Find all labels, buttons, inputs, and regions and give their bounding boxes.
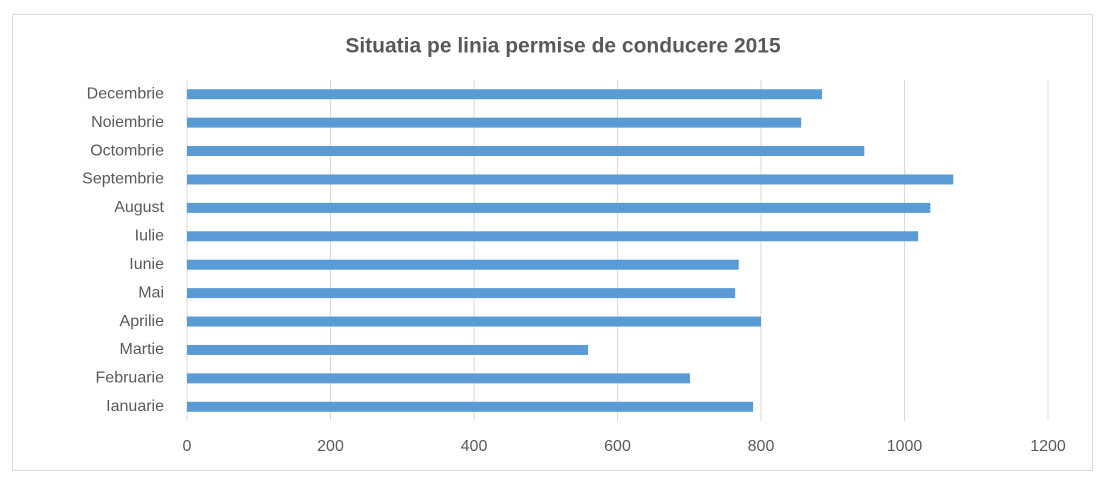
bar bbox=[187, 89, 822, 100]
x-tick-label: 0 bbox=[183, 438, 192, 455]
bar bbox=[187, 231, 919, 242]
y-tick-label: Octombrie bbox=[90, 142, 164, 159]
chart-title: Situatia pe linia permise de conducere 2… bbox=[345, 35, 781, 58]
y-tick-label: Aprilie bbox=[120, 313, 165, 330]
bar bbox=[187, 344, 589, 355]
y-tick-label: Iulie bbox=[135, 228, 164, 245]
y-tick-label: Mai bbox=[138, 284, 164, 301]
bar bbox=[187, 146, 865, 157]
x-tick-label: 400 bbox=[461, 438, 488, 455]
y-tick-label: Septembrie bbox=[82, 171, 164, 188]
x-tick-label: 600 bbox=[604, 438, 631, 455]
bar bbox=[187, 288, 736, 299]
bar bbox=[187, 259, 739, 270]
x-tick-label: 1200 bbox=[1030, 438, 1066, 455]
bar bbox=[187, 202, 931, 213]
bar bbox=[187, 373, 690, 384]
y-tick-label: Ianuarie bbox=[106, 398, 164, 415]
bar bbox=[187, 316, 761, 327]
y-tick-label: Noiembrie bbox=[91, 114, 164, 131]
y-tick-label: August bbox=[114, 199, 164, 216]
y-tick-label: Iunie bbox=[129, 256, 164, 273]
x-tick-label: 1000 bbox=[887, 438, 923, 455]
y-tick-label: Martie bbox=[120, 341, 165, 358]
x-tick-label: 800 bbox=[748, 438, 775, 455]
x-tick-label: 200 bbox=[317, 438, 344, 455]
y-tick-label: Decembrie bbox=[87, 85, 164, 102]
y-tick-label: Februarie bbox=[96, 370, 165, 387]
bar bbox=[187, 117, 802, 128]
bar bbox=[187, 401, 754, 412]
bar bbox=[187, 174, 954, 185]
